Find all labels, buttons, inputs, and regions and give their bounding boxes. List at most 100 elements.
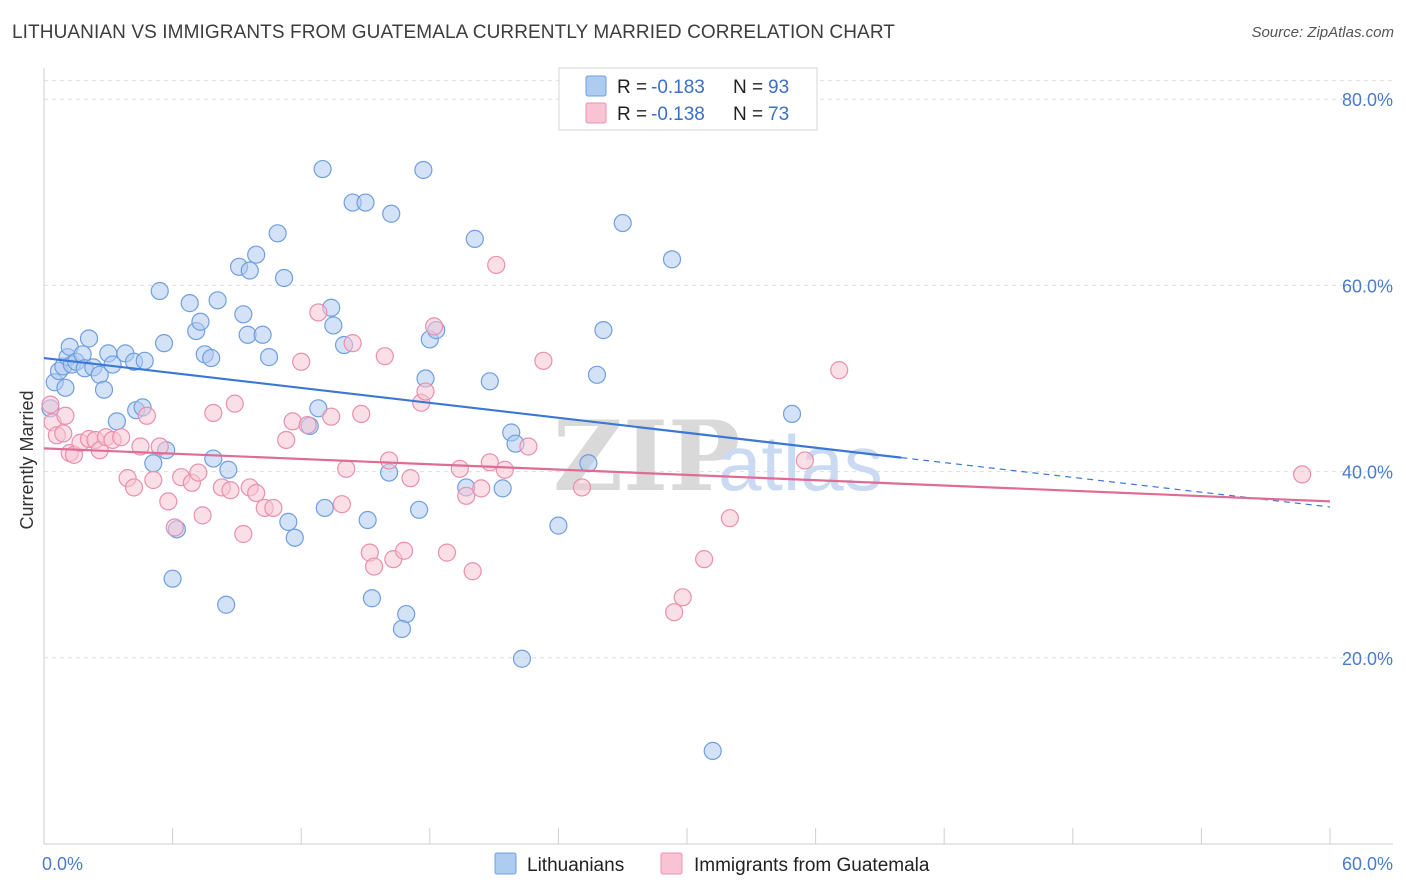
point-guatemala — [343, 334, 362, 353]
legend-n-label-0: N = — [733, 77, 763, 98]
point-guatemala — [150, 437, 169, 456]
point-guatemala — [695, 550, 714, 569]
point-lithuanians — [274, 268, 294, 288]
legend-n-value-1: 73 — [768, 104, 789, 125]
point-lithuanians — [253, 325, 272, 344]
point-guatemala — [137, 406, 156, 425]
point-guatemala — [124, 478, 144, 497]
point-guatemala — [247, 483, 266, 503]
point-lithuanians — [362, 589, 382, 608]
trend-lines — [43, 356, 1331, 508]
point-guatemala — [277, 430, 296, 450]
point-guatemala — [673, 588, 692, 607]
point-guatemala — [144, 470, 163, 490]
point-guatemala — [375, 347, 394, 366]
legend-swatch-lithuanians — [585, 75, 607, 97]
x-tick-label-min: 0.0% — [42, 854, 83, 874]
point-lithuanians — [594, 321, 613, 340]
point-guatemala — [332, 495, 352, 514]
point-guatemala — [572, 478, 592, 497]
legend-r-label-1: R = — [617, 104, 647, 125]
point-lithuanians — [56, 378, 75, 397]
point-lithuanians — [208, 291, 227, 310]
point-lithuanians — [313, 159, 332, 179]
y-tick-labels: 20.0% 40.0% 60.0% 80.0% — [1342, 90, 1393, 669]
point-lithuanians — [662, 250, 682, 269]
series-legend-swatch-lithuanians — [494, 852, 517, 875]
point-lithuanians — [587, 365, 607, 384]
point-guatemala — [283, 412, 302, 431]
point-guatemala — [352, 404, 371, 423]
axes — [43, 68, 1393, 845]
point-lithuanians — [259, 348, 279, 367]
point-guatemala — [424, 317, 444, 336]
point-guatemala — [463, 562, 482, 581]
point-guatemala — [720, 509, 739, 528]
point-guatemala — [322, 407, 341, 426]
point-guatemala — [795, 451, 814, 470]
point-guatemala — [298, 415, 317, 435]
point-guatemala — [112, 428, 131, 447]
point-lithuanians — [579, 454, 598, 473]
point-lithuanians — [356, 193, 375, 212]
point-guatemala — [379, 451, 399, 470]
point-lithuanians — [268, 224, 287, 243]
point-guatemala — [193, 506, 212, 525]
point-guatemala — [131, 437, 150, 456]
point-lithuanians — [107, 412, 126, 431]
point-lithuanians — [549, 516, 568, 535]
point-lithuanians — [180, 294, 199, 313]
point-lithuanians — [358, 510, 377, 530]
point-guatemala — [264, 498, 283, 518]
series-legend: Lithuanians Immigrants from Guatemala — [494, 852, 930, 876]
point-guatemala — [437, 543, 457, 562]
point-lithuanians — [480, 372, 499, 391]
point-guatemala — [416, 382, 435, 401]
legend-n-value-0: 93 — [768, 77, 789, 98]
point-lithuanians — [135, 351, 154, 370]
point-guatemala — [519, 437, 538, 456]
trend-line-lithuanians — [43, 356, 902, 459]
y-axis-label: Currently Married — [17, 390, 37, 529]
point-guatemala — [54, 424, 73, 443]
point-guatemala — [292, 352, 311, 371]
point-lithuanians — [279, 512, 298, 531]
legend-swatch-guatemala — [585, 102, 607, 124]
legend-n-label-1: N = — [733, 104, 763, 125]
y-tick-label: 40.0% — [1342, 463, 1393, 483]
point-guatemala — [41, 395, 60, 414]
point-guatemala — [56, 406, 75, 425]
point-guatemala — [234, 524, 253, 544]
point-guatemala — [1293, 465, 1312, 484]
point-guatemala — [221, 481, 240, 500]
source-label: Source: ZipAtlas.com — [1251, 24, 1394, 41]
point-lithuanians — [247, 245, 266, 264]
point-guatemala — [309, 303, 328, 322]
point-lithuanians — [493, 479, 512, 498]
point-lithuanians — [324, 316, 343, 335]
trend-line-guatemala — [43, 447, 1331, 503]
point-lithuanians — [234, 305, 253, 324]
stats-legend: R = -0.183 N = 93 R = -0.138 N = 73 — [558, 67, 818, 131]
point-lithuanians — [409, 500, 429, 519]
point-guatemala — [495, 460, 514, 479]
point-lithuanians — [202, 348, 221, 368]
point-guatemala — [401, 469, 420, 488]
legend-r-label-0: R = — [617, 77, 647, 98]
point-guatemala — [665, 603, 684, 622]
point-lithuanians — [465, 229, 484, 248]
point-guatemala — [165, 518, 184, 537]
guatemala-points — [41, 255, 1312, 622]
point-lithuanians — [309, 399, 328, 418]
point-lithuanians — [79, 329, 99, 348]
series-legend-swatch-guatemala — [660, 852, 683, 875]
point-lithuanians — [613, 213, 632, 233]
point-guatemala — [534, 351, 553, 370]
y-tick-label: 60.0% — [1342, 276, 1393, 296]
point-lithuanians — [144, 454, 163, 473]
lithuanians-points — [41, 159, 802, 761]
point-lithuanians — [512, 649, 532, 668]
x-tick-label-max: 60.0% — [1342, 854, 1393, 874]
point-lithuanians — [154, 334, 174, 353]
